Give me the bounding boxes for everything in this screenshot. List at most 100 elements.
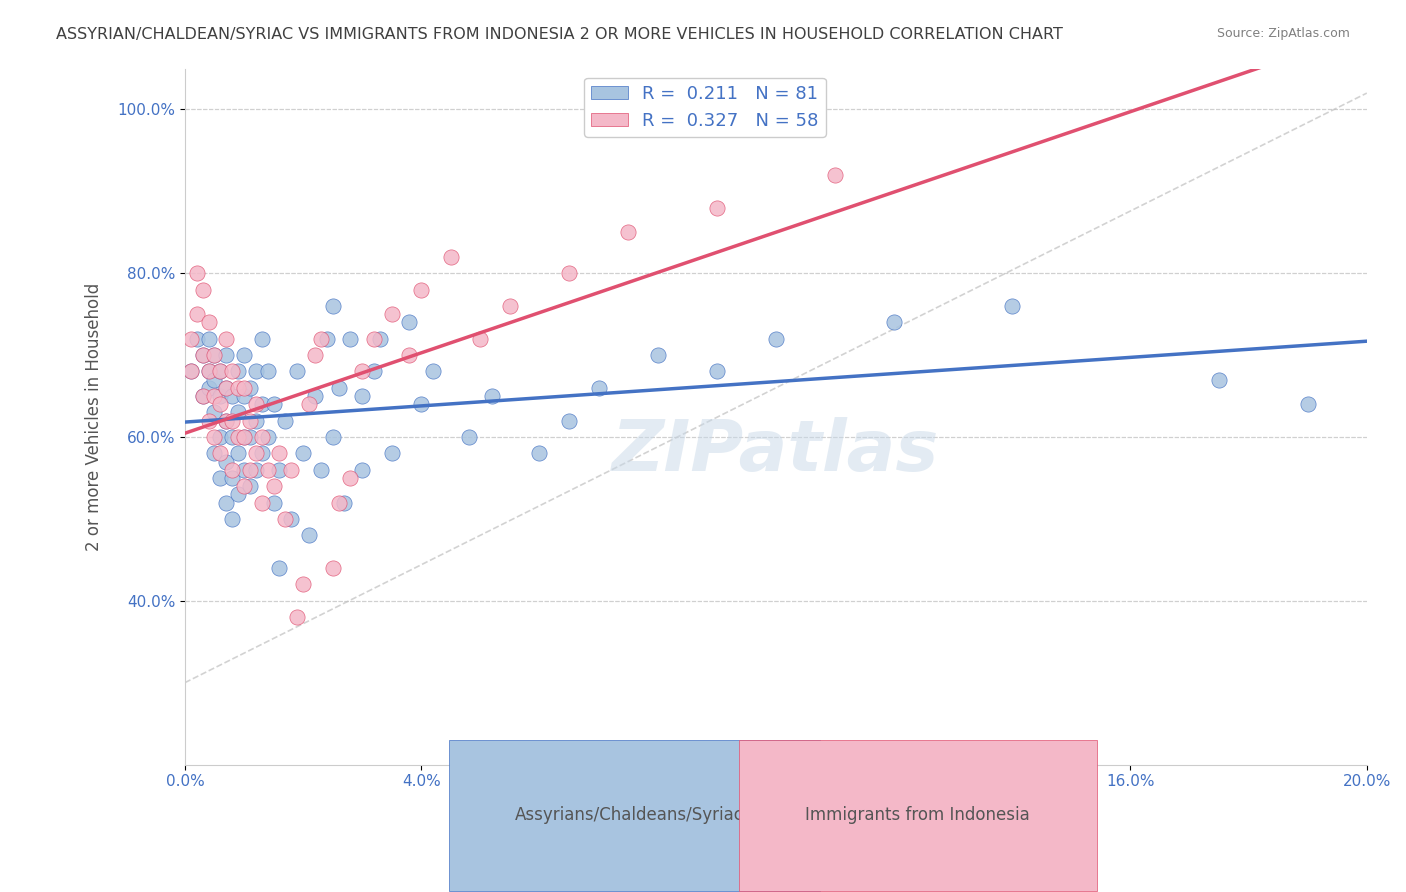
Point xyxy=(209,364,232,378)
Point xyxy=(285,364,308,378)
Point xyxy=(250,446,273,460)
Point xyxy=(328,381,350,395)
Point xyxy=(226,446,249,460)
Point xyxy=(204,389,226,403)
Point xyxy=(245,463,267,477)
Point xyxy=(180,364,202,378)
Point xyxy=(824,168,846,182)
Point xyxy=(191,348,214,362)
Point xyxy=(457,430,479,444)
Point xyxy=(226,381,249,395)
Point xyxy=(186,266,208,280)
Point xyxy=(245,397,267,411)
Point xyxy=(197,315,219,329)
Point xyxy=(250,430,273,444)
Point xyxy=(197,332,219,346)
Point xyxy=(215,495,238,509)
Point xyxy=(226,405,249,419)
Point xyxy=(883,315,905,329)
Point xyxy=(221,414,243,428)
Point xyxy=(256,430,278,444)
Point xyxy=(226,487,249,501)
Point xyxy=(339,471,361,485)
Point xyxy=(250,332,273,346)
Point xyxy=(292,446,315,460)
Point xyxy=(588,381,610,395)
Point xyxy=(209,471,232,485)
Point xyxy=(1001,299,1024,313)
Point xyxy=(558,266,581,280)
Point xyxy=(180,332,202,346)
Point xyxy=(204,446,226,460)
Point xyxy=(269,446,291,460)
Point xyxy=(191,283,214,297)
Point xyxy=(215,381,238,395)
Point xyxy=(250,397,273,411)
Point xyxy=(256,463,278,477)
Point xyxy=(263,495,285,509)
Point xyxy=(250,495,273,509)
Point xyxy=(280,463,302,477)
Point xyxy=(269,463,291,477)
Point xyxy=(363,364,385,378)
Point xyxy=(186,307,208,321)
Point xyxy=(647,348,669,362)
Point xyxy=(239,430,262,444)
Point xyxy=(298,397,321,411)
Point xyxy=(209,389,232,403)
Point xyxy=(239,463,262,477)
Point xyxy=(411,397,433,411)
Point xyxy=(186,332,208,346)
Point xyxy=(558,414,581,428)
Point xyxy=(381,307,404,321)
Point xyxy=(309,463,332,477)
Point xyxy=(215,414,238,428)
Point xyxy=(204,348,226,362)
Point xyxy=(411,283,433,297)
Point xyxy=(333,495,356,509)
Point xyxy=(309,332,332,346)
Text: Assyrians/Chaldeans/Syriacs: Assyrians/Chaldeans/Syriacs xyxy=(515,806,752,824)
Legend: R =  0.211   N = 81, R =  0.327   N = 58: R = 0.211 N = 81, R = 0.327 N = 58 xyxy=(585,78,825,137)
Point xyxy=(706,201,728,215)
Point xyxy=(363,332,385,346)
Point xyxy=(233,348,256,362)
Point xyxy=(209,364,232,378)
Point xyxy=(233,389,256,403)
Point xyxy=(221,471,243,485)
Point xyxy=(204,373,226,387)
Point xyxy=(352,364,374,378)
Point xyxy=(529,446,551,460)
Point xyxy=(352,463,374,477)
Point xyxy=(209,430,232,444)
Point xyxy=(322,561,344,575)
Point xyxy=(233,381,256,395)
Point xyxy=(209,397,232,411)
Point xyxy=(191,389,214,403)
Point xyxy=(197,414,219,428)
Point xyxy=(398,315,420,329)
Point xyxy=(191,348,214,362)
Point xyxy=(215,348,238,362)
Point xyxy=(215,414,238,428)
Point xyxy=(221,463,243,477)
Point xyxy=(339,332,361,346)
Point xyxy=(226,430,249,444)
Point xyxy=(352,389,374,403)
Point xyxy=(269,561,291,575)
Point xyxy=(204,348,226,362)
Point xyxy=(204,405,226,419)
Point xyxy=(221,364,243,378)
Point xyxy=(422,364,444,378)
Point xyxy=(304,348,326,362)
Point xyxy=(215,332,238,346)
Point xyxy=(239,414,262,428)
Point xyxy=(765,332,787,346)
Point xyxy=(209,446,232,460)
Point xyxy=(1208,373,1230,387)
Point xyxy=(381,446,404,460)
Point xyxy=(470,332,492,346)
Point xyxy=(233,430,256,444)
Point xyxy=(499,299,522,313)
Point xyxy=(239,479,262,493)
